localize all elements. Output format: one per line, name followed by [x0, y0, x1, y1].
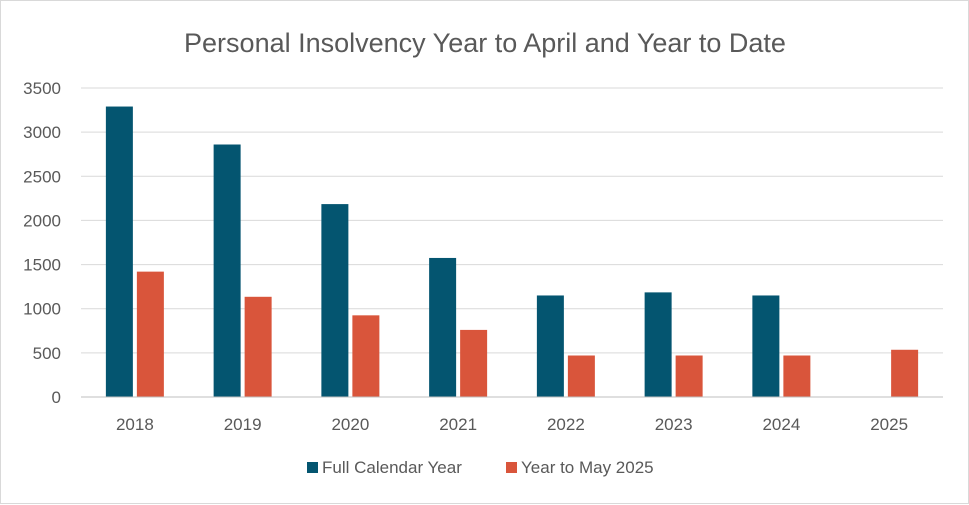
- x-tick-label: 2024: [762, 415, 800, 434]
- bar-full-calendar-year-2021: [429, 257, 457, 397]
- y-tick-label: 3000: [23, 123, 61, 142]
- bar-year-to-may-2018: [136, 271, 164, 397]
- legend-label: Year to May 2025: [521, 458, 654, 477]
- y-tick-label: 2000: [23, 211, 61, 230]
- y-tick-label: 0: [52, 388, 61, 407]
- bar-year-to-may-2025: [891, 349, 919, 397]
- x-tick-label: 2023: [655, 415, 693, 434]
- chart-title: Personal Insolvency Year to April and Ye…: [184, 28, 786, 58]
- y-tick-label: 500: [33, 344, 61, 363]
- bar-full-calendar-year-2018: [105, 106, 133, 397]
- x-tick-label: 2022: [547, 415, 585, 434]
- y-tick-label: 1000: [23, 300, 61, 319]
- bar-year-to-may-2024: [783, 355, 811, 397]
- y-tick-label: 1500: [23, 256, 61, 275]
- x-tick-label: 2018: [116, 415, 154, 434]
- bar-year-to-may-2019: [244, 296, 272, 397]
- bar-full-calendar-year-2020: [321, 204, 349, 397]
- bar-full-calendar-year-2024: [752, 295, 780, 397]
- bar-full-calendar-year-2023: [644, 292, 672, 397]
- gridlines: [81, 87, 943, 354]
- legend: Full Calendar Year Year to May 2025: [307, 458, 654, 477]
- y-axis-ticks: 0 500 1000 1500 2000 2500 3000 3500: [23, 79, 61, 407]
- legend-label: Full Calendar Year: [322, 458, 462, 477]
- bar-full-calendar-year-2022: [536, 295, 564, 397]
- bars: [105, 106, 919, 397]
- y-tick-label: 3500: [23, 79, 61, 98]
- x-axis-ticks: 2018 2019 2020 2021 2022 2023 2024 2025: [116, 415, 908, 434]
- bar-year-to-may-2022: [567, 355, 595, 397]
- legend-swatch: [307, 462, 318, 473]
- x-tick-label: 2025: [870, 415, 908, 434]
- bar-year-to-may-2020: [352, 315, 380, 397]
- y-tick-label: 2500: [23, 167, 61, 186]
- bar-year-to-may-2021: [460, 329, 488, 397]
- x-tick-label: 2021: [439, 415, 477, 434]
- bar-year-to-may-2023: [675, 355, 703, 397]
- legend-swatch: [506, 462, 517, 473]
- x-tick-label: 2019: [224, 415, 262, 434]
- bar-full-calendar-year-2019: [213, 144, 241, 397]
- x-tick-label: 2020: [331, 415, 369, 434]
